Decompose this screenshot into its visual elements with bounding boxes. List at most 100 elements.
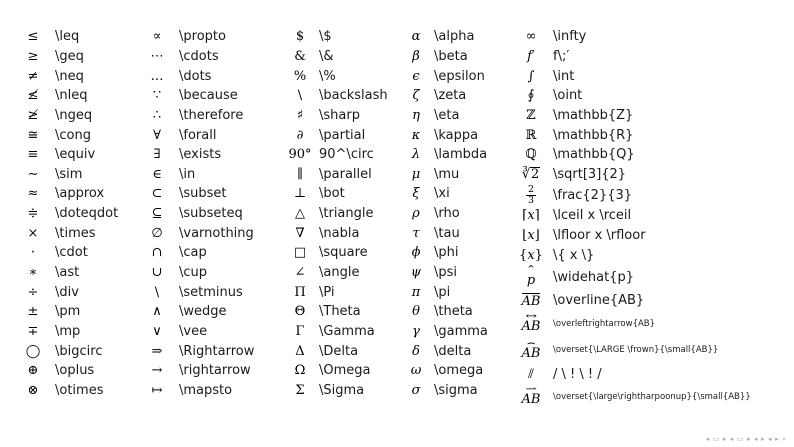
math-symbol: ≠ — [27, 68, 39, 84]
nav-appendix-forward-icon[interactable]: ▸ — [775, 435, 779, 443]
math-symbol: Π — [294, 284, 306, 300]
latex-command: \mu — [434, 166, 460, 182]
symbol-row: β \beta — [405, 47, 488, 67]
symbol-row: ⊕ \oplus — [18, 361, 118, 381]
math-symbol: & — [294, 48, 306, 64]
latex-command: \geq — [55, 48, 84, 64]
symbol-row: \ \setminus — [142, 282, 254, 302]
latex-command: \mapsto — [179, 382, 233, 398]
nav-frame-box-icon[interactable]: ▭ — [736, 435, 744, 443]
math-symbol: ⊆ — [151, 206, 163, 222]
nav-search-icon[interactable]: ⌕ — [782, 435, 786, 443]
symbol-row: Ω \Omega — [283, 361, 388, 381]
nav-section-back-icon[interactable]: ◂ — [754, 435, 758, 443]
nav-frame-back-icon[interactable]: ◂ — [729, 435, 734, 443]
latex-command: \omega — [434, 363, 484, 379]
math-symbol: κ — [411, 127, 421, 143]
symbol-row: ζ \zeta — [405, 86, 488, 106]
math-symbol: ≈ — [27, 186, 39, 202]
latex-command: \mathbb{Q} — [553, 147, 635, 163]
symbol-row: ≅ \cong — [18, 125, 118, 145]
symbol-row: ⇀ AB \overset{\large\rightharpoonup}{\sma… — [512, 384, 751, 409]
math-symbol: η — [412, 107, 420, 123]
latex-command: \kappa — [434, 127, 479, 143]
symbol-row: ≠ \neq — [18, 66, 118, 86]
math-symbol: ∥ — [296, 166, 303, 182]
latex-command: \delta — [434, 343, 472, 359]
symbol-row: λ \lambda — [405, 145, 488, 165]
math-symbol: × — [27, 225, 39, 241]
symbol-row: ∼ \sim — [18, 164, 118, 184]
math-symbol: ∛ 2 — [521, 166, 541, 183]
math-symbol: ≥ — [27, 48, 39, 64]
math-symbol: ℝ — [525, 127, 537, 143]
math-symbol: Δ — [295, 343, 305, 359]
math-symbol: ∀ — [153, 127, 161, 143]
latex-command: \partial — [319, 127, 366, 143]
math-symbol: τ — [412, 225, 420, 241]
math-symbol: ψ — [410, 265, 422, 280]
math-symbol: ∪ — [151, 265, 163, 280]
math-symbol: ⇒ — [151, 343, 163, 359]
latex-command: \ngeq — [55, 107, 93, 123]
symbol-row: ⌈ x ⌉ \lceil x \rceil — [512, 206, 751, 226]
nav-slide-forward-icon[interactable]: ▸ — [722, 435, 727, 443]
symbol-row: ∓ \mp — [18, 322, 118, 342]
latex-command: \neq — [55, 68, 84, 84]
nav-section-forward-icon[interactable]: ▸ — [761, 435, 765, 443]
math-symbol: ⊂ — [151, 186, 163, 202]
symbol-row: Δ \Delta — [283, 341, 388, 361]
symbol-row: ξ \xi — [405, 184, 488, 204]
nav-slide-box-icon[interactable]: ▭ — [712, 435, 720, 443]
math-symbol: ϕ — [411, 245, 421, 261]
nav-slide-back-icon[interactable]: ◂ — [705, 435, 710, 443]
symbol-row: Θ \Theta — [283, 302, 388, 322]
latex-command: \mathbb{Z} — [553, 107, 634, 123]
symbol-row: ⌊ x ⌋ \lfloor x \rfloor — [512, 226, 751, 246]
latex-command: \widehat{p} — [553, 270, 634, 286]
math-symbol: ≡ — [27, 147, 39, 163]
symbol-row: ≱ \ngeq — [18, 106, 118, 126]
nav-frame-forward-icon[interactable]: ▸ — [747, 435, 751, 443]
math-symbol: Θ — [294, 304, 306, 320]
math-symbol: ∮ — [527, 88, 535, 104]
math-symbol: δ — [412, 343, 420, 359]
latex-command: \wedge — [179, 304, 227, 320]
symbol-row: Σ \Sigma — [283, 381, 388, 401]
symbol-row: ⌢ AB \overset{\LARGE \frown}{\small{AB}} — [512, 336, 751, 364]
math-symbol: μ — [411, 166, 421, 182]
symbol-row: ≈ \approx — [18, 184, 118, 204]
symbol-row: ⋯ \cdots — [142, 47, 254, 67]
symbol-row: → \rightarrow — [142, 361, 254, 381]
latex-command: \eta — [434, 107, 460, 123]
latex-command: \div — [55, 284, 79, 300]
symbol-row: δ \delta — [405, 341, 488, 361]
latex-command: \backslash — [319, 88, 388, 104]
latex-command: \ast — [55, 265, 80, 280]
math-symbol: Γ — [295, 323, 305, 339]
symbol-row: ω \omega — [405, 361, 488, 381]
math-symbol: … — [150, 68, 164, 84]
symbol-row: ρ \rho — [405, 204, 488, 224]
latex-command: \angle — [319, 265, 360, 280]
math-symbol: ⇀ AB — [521, 384, 541, 408]
latex-command: \Sigma — [319, 382, 365, 398]
math-symbol: σ — [411, 382, 421, 398]
symbol-row: ⊂ \subset — [142, 184, 254, 204]
latex-command: \lambda — [434, 147, 488, 163]
symbol-row: ⊥ \bot — [283, 184, 388, 204]
latex-command: \overset{\large\rightharpoonup}{\small{A… — [553, 391, 751, 402]
math-symbol: θ — [412, 304, 420, 320]
math-symbol: ∼ — [27, 166, 39, 182]
latex-command: \Rightarrow — [179, 343, 255, 359]
latex-command: \therefore — [179, 107, 244, 123]
symbol-row: f ′ f\;′ — [512, 47, 751, 67]
latex-command: \phi — [434, 245, 459, 261]
nav-appendix-back-icon[interactable]: ◂ — [768, 435, 772, 443]
symbol-row: \ \backslash — [283, 86, 388, 106]
latex-command: \overleftrightarrow{AB} — [553, 318, 656, 329]
latex-command: \leq — [55, 29, 80, 45]
